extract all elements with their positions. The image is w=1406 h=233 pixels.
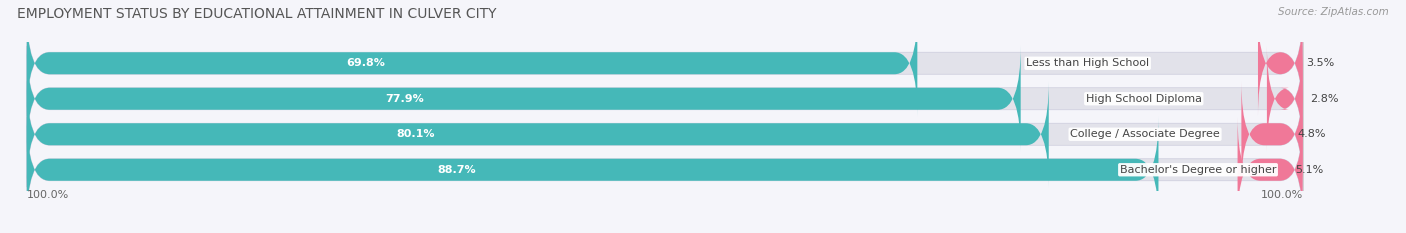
Text: 69.8%: 69.8% [346,58,385,68]
Text: 4.8%: 4.8% [1298,129,1326,139]
FancyBboxPatch shape [1267,46,1302,152]
Text: 80.1%: 80.1% [396,129,434,139]
FancyBboxPatch shape [27,117,1159,223]
Text: 2.8%: 2.8% [1310,94,1339,104]
FancyBboxPatch shape [27,10,1302,116]
Text: Bachelor's Degree or higher: Bachelor's Degree or higher [1119,165,1277,175]
Text: Source: ZipAtlas.com: Source: ZipAtlas.com [1278,7,1389,17]
FancyBboxPatch shape [27,46,1302,152]
FancyBboxPatch shape [27,81,1302,187]
FancyBboxPatch shape [1241,81,1302,187]
Text: 5.1%: 5.1% [1295,165,1324,175]
Text: 100.0%: 100.0% [1260,190,1302,200]
Text: 100.0%: 100.0% [27,190,69,200]
Text: 3.5%: 3.5% [1306,58,1334,68]
Text: College / Associate Degree: College / Associate Degree [1070,129,1220,139]
FancyBboxPatch shape [1237,117,1302,223]
FancyBboxPatch shape [27,81,1049,187]
Text: High School Diploma: High School Diploma [1085,94,1202,104]
Text: 77.9%: 77.9% [385,94,423,104]
Text: Less than High School: Less than High School [1026,58,1149,68]
Text: EMPLOYMENT STATUS BY EDUCATIONAL ATTAINMENT IN CULVER CITY: EMPLOYMENT STATUS BY EDUCATIONAL ATTAINM… [17,7,496,21]
FancyBboxPatch shape [27,46,1021,152]
FancyBboxPatch shape [1258,10,1302,116]
Text: 88.7%: 88.7% [437,165,477,175]
FancyBboxPatch shape [27,10,917,116]
FancyBboxPatch shape [27,117,1302,223]
